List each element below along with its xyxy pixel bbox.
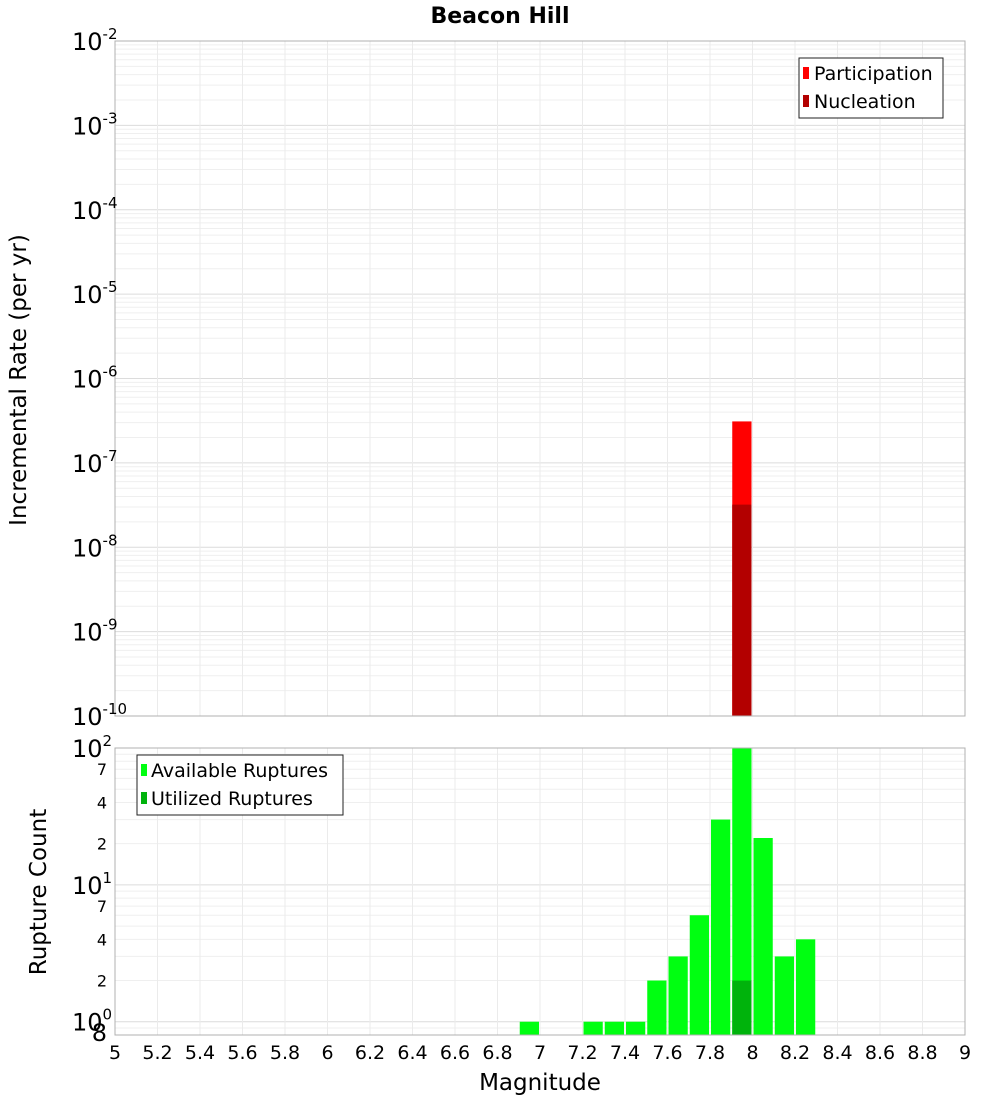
x-tick-label: 9	[959, 1042, 971, 1064]
x-tick-label: 5	[109, 1042, 121, 1064]
count-plot-border	[114, 747, 966, 1036]
y-tick-label: 102	[72, 732, 112, 763]
legend-swatch	[803, 67, 809, 79]
y-minor-tick-label: 7	[97, 897, 107, 916]
chart-title: Beacon Hill	[430, 4, 569, 29]
y-tick-label: 10-5	[72, 278, 118, 309]
top-y-axis-label: Incremental Rate (per yr)	[6, 234, 32, 526]
x-tick-label: 7.4	[610, 1042, 640, 1064]
x-tick-label: 6	[321, 1042, 333, 1064]
legend-box	[798, 57, 944, 119]
y-tick-label: 10-6	[72, 363, 118, 394]
available-ruptures-bar	[583, 1021, 603, 1035]
available-ruptures-bar	[604, 1021, 624, 1035]
x-tick-label: 7.6	[652, 1042, 682, 1064]
x-tick-label: 8.6	[865, 1042, 895, 1064]
available-ruptures-bar	[774, 956, 794, 1035]
y-tick-label: 10-2	[72, 25, 118, 56]
x-tick-label: 6.8	[482, 1042, 512, 1064]
available-ruptures-bar	[626, 1021, 646, 1035]
legend-swatch	[141, 764, 147, 776]
x-tick-label: 5.2	[142, 1042, 172, 1064]
legend-label: Available Ruptures	[151, 760, 328, 782]
legend-swatch	[803, 95, 809, 107]
rate-panel: 10-10 10-9 10-8 10-7 10-6 10-5 10-4 10-3 10-2 Par…	[72, 25, 966, 731]
x-tick-label: 6.2	[355, 1042, 385, 1064]
available-ruptures-bar	[519, 1021, 539, 1035]
y-minor-tick-label: 4	[97, 793, 107, 812]
legend-box	[136, 754, 344, 816]
available-ruptures-bar	[711, 819, 731, 1035]
rate-legend: Participation Nucleation	[798, 57, 944, 119]
x-axis-label: Magnitude	[479, 1070, 601, 1096]
y-tick-label: 10-4	[72, 194, 118, 225]
bottom-y-axis-label: Rupture Count	[26, 809, 52, 975]
y-tick-label: 10-7	[72, 447, 118, 478]
x-tick-label: 8.8	[907, 1042, 937, 1064]
x-tick-label: 6.4	[397, 1042, 427, 1064]
available-ruptures-bar	[753, 838, 773, 1035]
x-tick-label: 8.4	[822, 1042, 852, 1064]
utilized-ruptures-bar	[732, 980, 752, 1035]
y-tick-label: 10-3	[72, 109, 118, 140]
y-tick-label: 100	[72, 1006, 112, 1037]
y-tick-label: 10-8	[72, 531, 118, 562]
y-minor-tick-label: 2	[97, 835, 107, 854]
legend-label: Utilized Ruptures	[151, 788, 313, 810]
available-ruptures-bar	[668, 956, 688, 1035]
nucleation-bar	[732, 504, 752, 716]
available-ruptures-bar	[796, 939, 816, 1035]
y-minor-tick-label: 4	[97, 930, 107, 949]
rupture-legend: Available Ruptures Utilized Ruptures	[136, 754, 344, 816]
x-tick-label: 5.8	[270, 1042, 300, 1064]
x-tick-label: 7.8	[695, 1042, 725, 1064]
rupture-count-panel: 100 101 102 8 2 4 7 2 4 7 5 5.2 5.4 5.6 5.8 6 6.2 6.4 6.6 6…	[72, 732, 971, 1064]
x-tick-label: 8	[746, 1042, 758, 1064]
x-tick-label: 5.4	[185, 1042, 215, 1064]
y-minor-tick-label: 7	[97, 760, 107, 779]
legend-label: Participation	[814, 63, 933, 85]
y-tick-label: 10-9	[72, 616, 118, 647]
x-tick-label: 7.2	[567, 1042, 597, 1064]
y-tick-label: 10-10	[72, 700, 127, 731]
x-tick-label: 5.6	[227, 1042, 257, 1064]
x-tick-label: 8.2	[780, 1042, 810, 1064]
available-ruptures-bar	[689, 915, 709, 1035]
available-ruptures-bar	[732, 748, 752, 1035]
legend-swatch	[141, 792, 147, 804]
legend-label: Nucleation	[814, 91, 916, 113]
y-minor-tick-label: 8	[92, 1019, 107, 1047]
y-tick-label: 101	[72, 869, 112, 900]
x-tick-label: 6.6	[440, 1042, 470, 1064]
x-tick-label: 7	[534, 1042, 546, 1064]
rate-plot-border	[114, 40, 966, 717]
available-ruptures-bar	[647, 980, 667, 1035]
y-minor-tick-label: 2	[97, 972, 107, 991]
